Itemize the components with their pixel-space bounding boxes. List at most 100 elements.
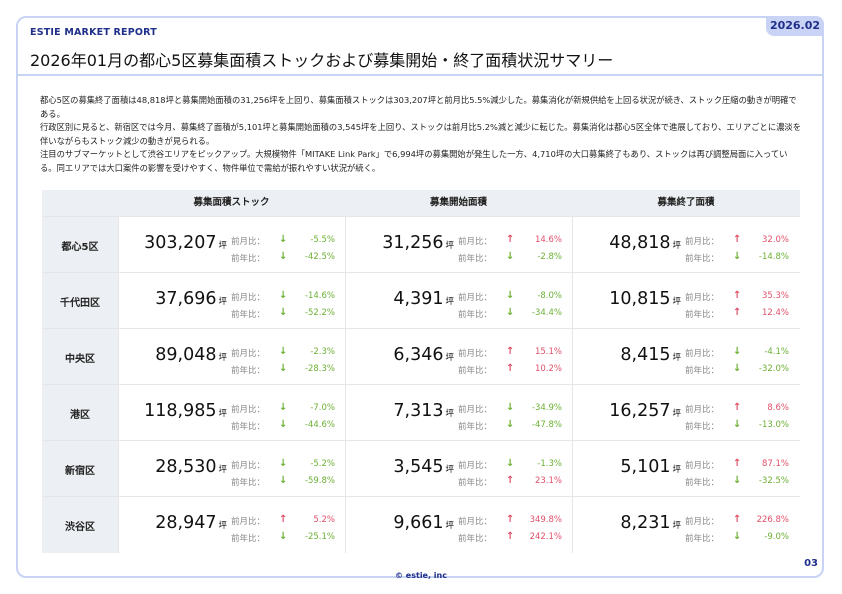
yoy-change-label: 前年比： (685, 534, 720, 544)
yoy-change-label: 前年比： (685, 422, 720, 432)
area-number: 89,048 (155, 345, 217, 365)
yoy-change-value: -32.0% (758, 364, 789, 374)
mom-change-label: 前月比： (685, 517, 720, 527)
area-value: 8,415 坪 (573, 345, 681, 367)
report-brand: ESTIE MARKET REPORT (30, 27, 157, 38)
summary-text: 都心5区の募集終了面積は48,818坪と募集開始面積の31,256坪を上回り、募… (40, 94, 802, 176)
yoy-change-label: 前年比： (685, 310, 720, 320)
arrow-down-icon: ↓ (506, 307, 515, 318)
arrow-up-icon: ↑ (733, 234, 742, 245)
table-cell: 48,818 坪前月比： ↑ 32.0% 前年比： ↓ -14.8% (572, 217, 798, 273)
yoy-change-value: 10.2% (534, 364, 562, 374)
yoy-change: 前年比： ↓ -13.0% (685, 419, 795, 432)
table-cell: 89,048 坪前月比： ↓ -2.3% 前年比： ↓ -28.3% (118, 329, 344, 385)
arrow-down-icon: ↓ (506, 419, 515, 430)
yoy-change-value: -59.8% (304, 476, 335, 486)
table-cell: 37,696 坪前月比： ↓ -14.6% 前年比： ↓ -52.2% (118, 273, 344, 329)
yoy-change-value: -13.0% (758, 420, 789, 430)
arrow-down-icon: ↓ (733, 475, 742, 486)
table-cell: 31,256 坪前月比： ↑ 14.6% 前年比： ↓ -2.8% (345, 217, 571, 273)
yoy-change: 前年比： ↓ -44.6% (231, 419, 341, 432)
yoy-change-label: 前年比： (685, 254, 720, 264)
yoy-change-value: -34.4% (531, 308, 562, 318)
yoy-change-label: 前年比： (685, 478, 720, 488)
area-value: 31,256 坪 (346, 233, 454, 255)
yoy-change-value: -44.6% (304, 420, 335, 430)
mom-change-label: 前月比： (231, 517, 266, 527)
mom-change-value: 226.8% (756, 515, 789, 525)
mom-change-label: 前月比： (685, 349, 720, 359)
area-value: 6,346 坪 (346, 345, 454, 367)
arrow-down-icon: ↓ (279, 458, 288, 469)
area-number: 8,231 (620, 513, 671, 533)
arrow-down-icon: ↓ (279, 251, 288, 262)
yoy-change-label: 前年比： (231, 254, 266, 264)
area-value: 89,048 坪 (119, 345, 227, 367)
area-unit: 坪 (445, 465, 454, 475)
area-unit: 坪 (672, 409, 681, 419)
page-title: 2026年01月の都心5区募集面積ストックおよび募集開始・終了面積状況サマリー (30, 51, 614, 70)
mom-change-value: -4.1% (764, 347, 789, 357)
mom-change-label: 前月比： (458, 293, 493, 303)
mom-change-value: -34.9% (531, 403, 562, 413)
mom-change-value: 5.2% (313, 515, 335, 525)
table-cell: 28,947 坪前月比： ↑ 5.2% 前年比： ↓ -25.1% (118, 497, 344, 553)
mom-change: 前月比： ↓ -5.5% (231, 234, 341, 247)
yoy-change: 前年比： ↓ -2.8% (458, 251, 568, 264)
summary-paragraph: 都心5区の募集終了面積は48,818坪と募集開始面積の31,256坪を上回り、募… (40, 95, 797, 119)
summary-table: 募集面積ストック 募集開始面積 募集終了面積 都心5区 303,207 坪前月比： ↓… (42, 190, 800, 553)
mom-change-label: 前月比： (458, 349, 493, 359)
summary-paragraph: 行政区別に見ると、新宿区では今月、募集終了面積が5,101坪と募集開始面積の3,… (40, 122, 802, 146)
mom-change-label: 前月比： (685, 405, 720, 415)
yoy-change-value: -42.5% (304, 252, 335, 262)
mom-change-label: 前月比： (685, 293, 720, 303)
area-value: 10,815 坪 (573, 289, 681, 311)
arrow-down-icon: ↓ (733, 251, 742, 262)
yoy-change: 前年比： ↓ -34.4% (458, 307, 568, 320)
arrow-up-icon: ↑ (506, 234, 515, 245)
arrow-up-icon: ↑ (733, 458, 742, 469)
area-unit: 坪 (672, 465, 681, 475)
area-unit: 坪 (218, 465, 227, 475)
arrow-up-icon: ↑ (506, 475, 515, 486)
area-unit: 坪 (445, 297, 454, 307)
yoy-change-value: -2.8% (537, 252, 562, 262)
yoy-change-label: 前年比： (231, 422, 266, 432)
arrow-down-icon: ↓ (506, 402, 515, 413)
area-value: 7,313 坪 (346, 401, 454, 423)
area-unit: 坪 (445, 241, 454, 251)
area-value: 48,818 坪 (573, 233, 681, 255)
area-unit: 坪 (445, 353, 454, 363)
row-header-area: 中央区 (42, 329, 118, 385)
arrow-up-icon: ↑ (506, 346, 515, 357)
table-cell: 10,815 坪前月比： ↑ 35.3% 前年比： ↑ 12.4% (572, 273, 798, 329)
arrow-down-icon: ↓ (279, 307, 288, 318)
mom-change: 前月比： ↑ 35.3% (685, 290, 795, 303)
area-value: 3,545 坪 (346, 457, 454, 479)
area-number: 118,985 (144, 401, 217, 421)
area-number: 37,696 (155, 289, 217, 309)
area-number: 16,257 (609, 401, 671, 421)
table-row: 千代田区 37,696 坪前月比： ↓ -14.6% 前年比： ↓ -52.2% 4,391 坪前… (42, 272, 800, 329)
yoy-change-value: -25.1% (304, 532, 335, 542)
area-value: 28,947 坪 (119, 513, 227, 535)
yoy-change-label: 前年比： (231, 478, 266, 488)
area-number: 9,661 (393, 513, 444, 533)
row-header-area: 都心5区 (42, 217, 118, 273)
area-unit: 坪 (672, 521, 681, 531)
mom-change-label: 前月比： (685, 237, 720, 247)
table-row: 都心5区 303,207 坪前月比： ↓ -5.5% 前年比： ↓ -42.5% 31,256 坪… (42, 216, 800, 273)
area-unit: 坪 (445, 409, 454, 419)
table-cell: 3,545 坪前月比： ↓ -1.3% 前年比： ↑ 23.1% (345, 441, 571, 497)
yoy-change: 前年比： ↓ -59.8% (231, 475, 341, 488)
mom-change-label: 前月比： (458, 405, 493, 415)
arrow-down-icon: ↓ (279, 419, 288, 430)
arrow-down-icon: ↓ (733, 363, 742, 374)
area-unit: 坪 (672, 241, 681, 251)
table-cell: 7,313 坪前月比： ↓ -34.9% 前年比： ↓ -47.8% (345, 385, 571, 441)
arrow-down-icon: ↓ (733, 531, 742, 542)
yoy-change-label: 前年比： (458, 422, 493, 432)
yoy-change: 前年比： ↑ 12.4% (685, 307, 795, 320)
table-cell: 5,101 坪前月比： ↑ 87.1% 前年比： ↓ -32.5% (572, 441, 798, 497)
yoy-change-label: 前年比： (231, 310, 266, 320)
